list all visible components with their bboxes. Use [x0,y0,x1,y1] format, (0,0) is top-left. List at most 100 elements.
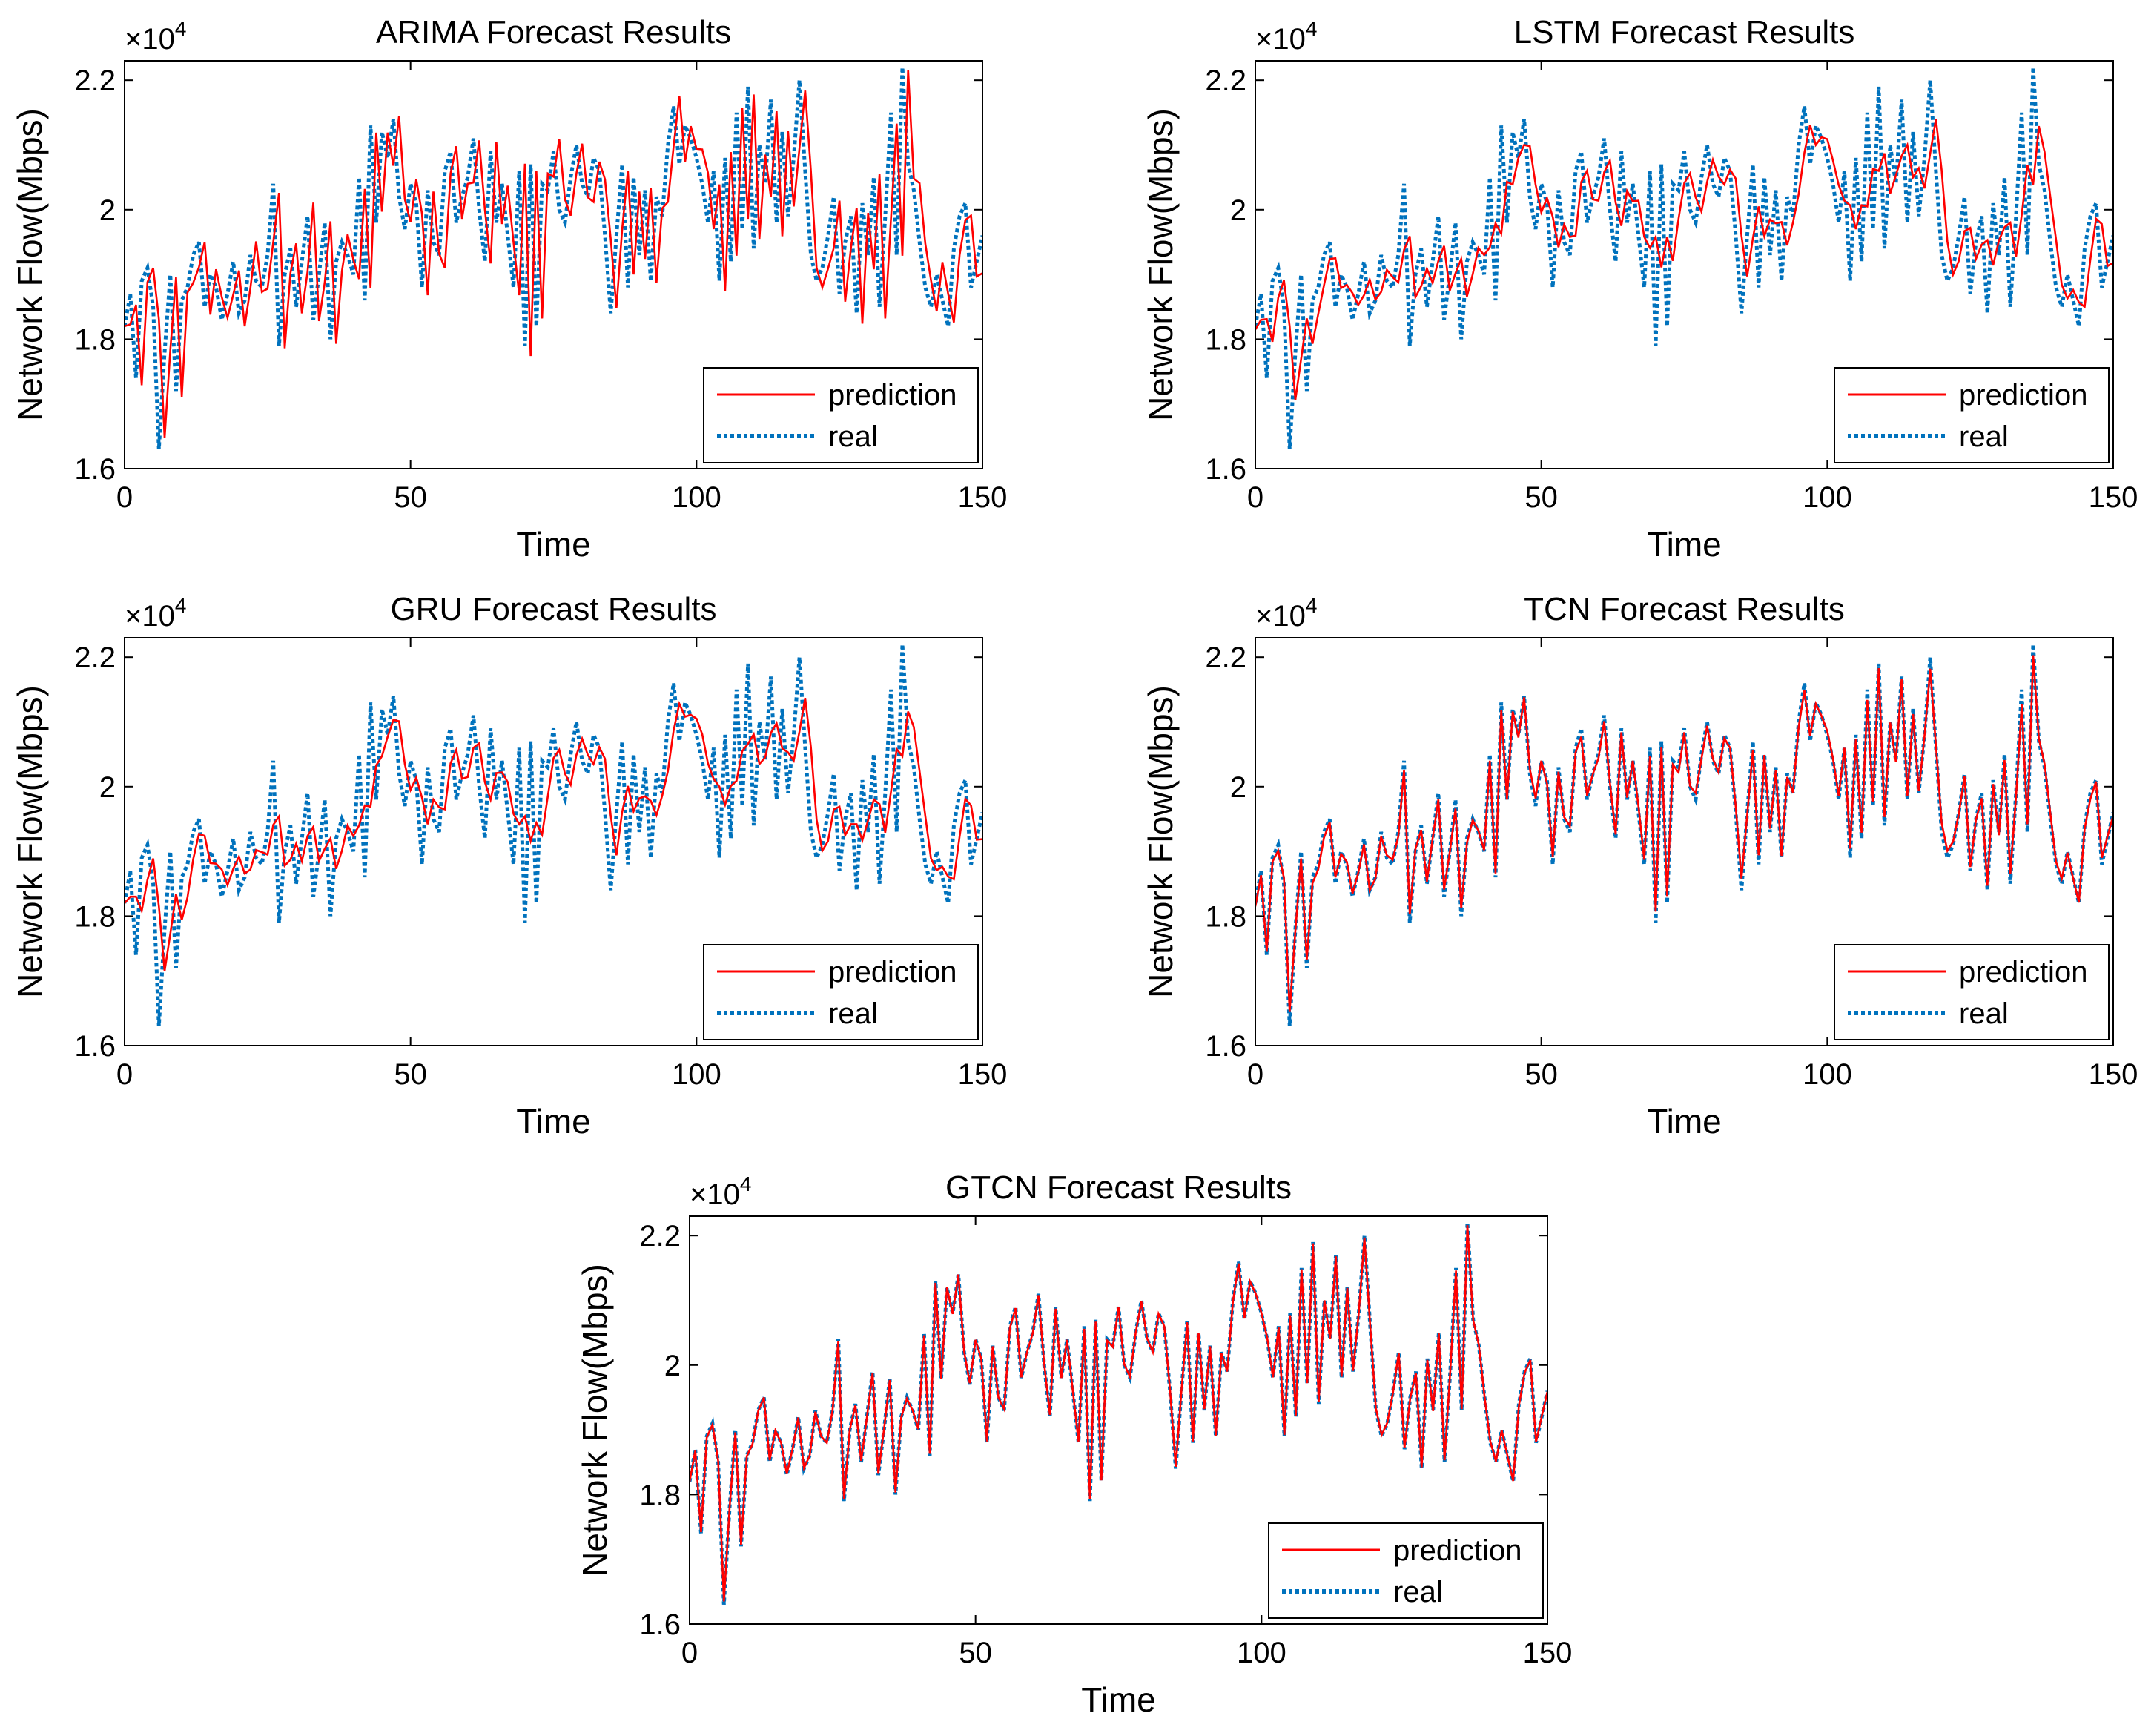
y-axis-label: Network Flow(Mbps) [575,1264,614,1577]
legend: prediction real [1268,1522,1544,1619]
chart-title: TCN Forecast Results [1524,591,1845,627]
x-axis-label: Time [516,1102,591,1141]
x-tick-label: 100 [1803,481,1852,514]
x-tick-label: 150 [958,481,1008,514]
x-tick-label: 100 [1237,1637,1286,1669]
chart-panel-3: 0 50 100 150 1.6 1.8 2 2.2 ×104 GRU Forecast Resu… [10,591,1007,1141]
x-axis-label: Time [1647,525,1722,564]
y-tick-label: 1.6 [1205,453,1246,486]
legend-box [1834,944,2110,1040]
legend: prediction real [1834,367,2110,463]
axes-frame [1255,637,2114,1046]
y-tick-label: 2.2 [639,1220,681,1253]
y-exponent-power: 4 [1306,594,1318,617]
y-exponent-power: 4 [1306,17,1318,40]
x-tick-label: 0 [116,1058,133,1091]
x-tick-label: 0 [681,1637,698,1669]
y-tick-label: 1.6 [74,1030,116,1063]
y-tick-label: 2.2 [74,65,116,97]
series-real-line [690,1222,1547,1605]
x-tick-label: 150 [958,1058,1008,1091]
series-real-line [125,67,982,449]
x-tick-label: 0 [116,481,133,514]
y-tick-label: 2 [1230,771,1246,804]
x-tick-label: 150 [2089,481,2138,514]
legend-label-real: real [1959,420,2009,453]
series-real-line [125,644,982,1026]
legend-label-real: real [828,997,878,1030]
y-tick-label: 2 [1230,194,1246,227]
y-exponent-label: ×104 [1255,17,1317,56]
y-tick-label: 1.8 [1205,323,1246,356]
y-axis-label: Network Flow(Mbps) [1141,108,1180,421]
legend-label-real: real [1393,1576,1443,1608]
series-real-line [1255,644,2113,1026]
y-axis-label: Network Flow(Mbps) [1141,685,1180,998]
chart-title: ARIMA Forecast Results [376,14,731,50]
y-tick-label: 2.2 [1205,65,1246,97]
legend-label-prediction: prediction [828,379,957,412]
legend-label-prediction: prediction [1393,1534,1522,1567]
legend-label-real: real [1959,997,2009,1030]
x-tick-label: 150 [2089,1058,2138,1091]
y-exponent-power: 4 [175,17,187,40]
y-tick-label: 1.8 [74,900,116,933]
y-tick-label: 1.6 [1205,1030,1246,1063]
y-exponent-label: ×104 [1255,594,1317,633]
legend-box [703,367,979,463]
x-tick-label: 50 [1524,1058,1558,1091]
legend: prediction real [703,367,979,463]
y-exponent-power: 4 [740,1172,752,1195]
chart-panel-5: 0 50 100 150 1.6 1.8 2 2.2 ×104 GTCN Forecast Res… [575,1169,1572,1719]
y-exponent-label: ×104 [690,1172,751,1211]
y-tick-label: 1.6 [74,453,116,486]
y-exponent-label: ×104 [125,17,186,56]
axes-frame [124,60,983,469]
axes-frame [689,1215,1548,1625]
series-prediction-line [690,1225,1547,1602]
y-tick-label: 2 [99,194,116,227]
x-tick-label: 150 [1523,1637,1573,1669]
legend: prediction real [703,944,979,1040]
series-prediction-line [1255,119,2113,400]
x-tick-label: 50 [959,1637,992,1669]
chart-panel-4: 0 50 100 150 1.6 1.8 2 2.2 ×104 TCN Forecast Resu… [1141,591,2138,1141]
y-tick-label: 2.2 [74,641,116,674]
legend-box [1268,1522,1544,1619]
legend-label-prediction: prediction [828,956,957,989]
legend-label-prediction: prediction [1959,956,2087,989]
y-tick-label: 1.8 [1205,900,1246,933]
y-exponent-power: 4 [175,594,187,617]
y-tick-label: 2 [664,1350,681,1382]
y-exponent-label: ×104 [125,594,186,633]
x-tick-label: 50 [394,1058,427,1091]
x-axis-label: Time [1081,1680,1156,1719]
y-tick-label: 1.8 [639,1479,681,1511]
y-axis-label: Network Flow(Mbps) [10,685,49,998]
series-prediction-line [125,70,982,439]
y-tick-label: 1.8 [74,323,116,356]
x-tick-label: 100 [1803,1058,1852,1091]
legend-box [1834,367,2110,463]
x-tick-label: 100 [672,481,721,514]
series-prediction-line [125,697,982,971]
axes-frame [1255,60,2114,469]
y-tick-label: 2.2 [1205,641,1246,674]
legend-box [703,944,979,1040]
legend: prediction real [1834,944,2110,1040]
y-axis-label: Network Flow(Mbps) [10,108,49,421]
series-real-line [1255,67,2113,449]
y-tick-label: 2 [99,771,116,804]
chart-title: GTCN Forecast Results [945,1169,1292,1206]
x-tick-label: 100 [672,1058,721,1091]
x-tick-label: 0 [1247,481,1263,514]
x-tick-label: 50 [1524,481,1558,514]
series-prediction-line [1255,655,2113,1012]
x-tick-label: 50 [394,481,427,514]
legend-label-real: real [828,420,878,453]
chart-panel-1: 0 50 100 150 1.6 1.8 2 2.2 ×104 ARIMA Forecast Re… [10,14,1007,564]
x-axis-label: Time [1647,1102,1722,1141]
chart-panel-2: 0 50 100 150 1.6 1.8 2 2.2 ×104 LSTM Forecast Res… [1141,14,2138,564]
axes-frame [124,637,983,1046]
